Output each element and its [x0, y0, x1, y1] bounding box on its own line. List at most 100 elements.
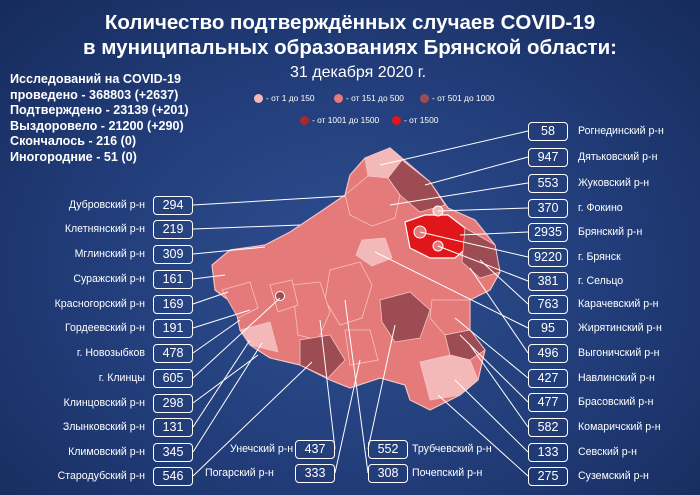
district-value: 309: [153, 244, 193, 264]
legend-label: - от 1500: [404, 115, 439, 125]
leader-lines-right: [374, 130, 529, 477]
district-value: 370: [528, 198, 568, 218]
district-row: Климовский р-н 345: [0, 442, 193, 462]
district-value: 345: [153, 442, 193, 462]
district-value: 381: [528, 271, 568, 291]
district-name: Погарский р-н: [205, 467, 274, 479]
legend-dot: [420, 93, 429, 103]
date: 31 декабря 2020 г.: [290, 64, 427, 81]
district-row: г. Клинцы 605: [0, 368, 193, 388]
district-row: г. Новозыбков 478: [0, 343, 193, 363]
district-name: Злынковский р-н: [62, 421, 145, 433]
district-name: г. Фокино: [578, 202, 623, 214]
district-row: 477 Брасовский р-н: [528, 392, 698, 412]
stats-line: Скончалось - 216 (0): [10, 134, 137, 149]
district-value: 477: [528, 392, 568, 412]
district-novozybkov: [221, 281, 259, 319]
district-name: Жуковский р-н: [578, 177, 650, 189]
district-value: 308: [368, 463, 408, 483]
leader-lines-bottom: [319, 299, 396, 474]
district-value: 298: [153, 393, 193, 413]
district-name: Клинцовский р-н: [63, 397, 145, 409]
district-name: Выгоничский р-н: [578, 347, 660, 359]
district-name: г. Брянск: [578, 251, 621, 263]
district-row: 552 Трубчевский р-н: [368, 439, 518, 459]
district-value: 437: [295, 439, 335, 459]
legend-label: - от 1 до 150: [266, 93, 315, 103]
district-row: Клинцовский р-н 298: [0, 393, 193, 413]
district-trubchevsk: [379, 291, 431, 343]
district-name: Карачевский р-н: [578, 298, 659, 310]
district-name: Климовский р-н: [68, 446, 145, 458]
district-name: г. Клинцы: [98, 372, 145, 384]
district-row: Гордеевский р-н 191: [0, 318, 193, 338]
district-row: 275 Суземский р-н: [528, 466, 698, 486]
district-value: 2935: [528, 222, 568, 242]
legend-label: - от 501 до 1000: [432, 93, 495, 103]
legend-item: - от 501 до 1000: [420, 93, 495, 103]
leader-lines-left: [192, 195, 346, 477]
district-row: 553 Жуковский р-н: [528, 173, 698, 193]
district-row: 427 Навлинский р-н: [528, 368, 698, 388]
district-name: Суражский р-н: [73, 273, 145, 285]
legend-label: - от 151 до 500: [346, 93, 404, 103]
district-row: 370 г. Фокино: [528, 198, 698, 218]
district-value: 333: [295, 463, 335, 483]
legend-dot: [392, 115, 401, 125]
district-value: 582: [528, 417, 568, 437]
district-row: Унечский р-н 437: [215, 439, 335, 459]
district-name: Рогнединский р-н: [578, 125, 664, 137]
district-row: Погарский р-н 333: [205, 463, 335, 483]
stats-block: Исследований на COVID-19 проведено - 368…: [10, 72, 189, 166]
legend-label: - от 1001 до 1500: [312, 115, 380, 125]
district-row: Красногорский р-н 169: [0, 294, 193, 314]
district-row: 496 Выгоничский р-н: [528, 343, 698, 363]
district-row: 308 Почепский р-н: [368, 463, 518, 483]
district-klimovo: [239, 321, 279, 353]
district-value: 552: [368, 439, 408, 459]
district-value: 947: [528, 147, 568, 167]
klintsy-city-marker: [275, 291, 285, 301]
district-row: Стародубский р-н 546: [0, 466, 193, 486]
district-sevsk: [419, 354, 479, 401]
title-line-1: Количество подтверждённых случаев COVID-…: [104, 11, 596, 34]
district-row: 95 Жирятинский р-н: [528, 318, 698, 338]
district-name: Клетнянский р-н: [64, 223, 145, 235]
district-name: Навлинский р-н: [578, 372, 655, 384]
district-name: Унечский р-н: [230, 443, 294, 455]
district-name: Суземский р-н: [578, 470, 649, 482]
district-value: 219: [153, 219, 193, 239]
district-name: Гордеевский р-н: [64, 322, 145, 334]
district-row: 947 Дятьковский р-н: [528, 147, 698, 167]
district-value: 427: [528, 368, 568, 388]
district-row: 9220 г. Брянск: [528, 247, 698, 267]
district-name: Дятьковский р-н: [578, 151, 658, 163]
district-value: 553: [528, 173, 568, 193]
district-value: 133: [528, 442, 568, 462]
district-row: 58 Рогнединский р-н: [528, 121, 698, 141]
legend-item: - от 1500: [392, 115, 438, 125]
district-row: Клетнянский р-н 219: [0, 219, 193, 239]
legend-dot: [254, 93, 263, 103]
district-name: Брасовский р-н: [578, 396, 654, 408]
stats-line: Выздоровело - 21200 (+290): [10, 118, 184, 133]
legend-item: - от 1 до 150: [254, 93, 315, 103]
district-value: 58: [528, 121, 568, 141]
district-value: 294: [153, 195, 193, 215]
district-name: Брянский р-н: [578, 226, 643, 238]
district-starodub: [299, 334, 346, 379]
district-name: Комаричский р-н: [578, 421, 661, 433]
district-value: 95: [528, 318, 568, 338]
district-row: 763 Карачевский р-н: [528, 294, 698, 314]
district-name: г. Сельцо: [578, 275, 624, 287]
district-value: 496: [528, 343, 568, 363]
district-row: Злынковский р-н 131: [0, 417, 193, 437]
district-value: 131: [153, 417, 193, 437]
district-karachev: [461, 227, 501, 279]
district-value: 169: [153, 294, 193, 314]
district-row: 133 Севский р-н: [528, 442, 698, 462]
district-value: 9220: [528, 247, 568, 267]
district-name: Трубчевский р-н: [412, 443, 492, 455]
